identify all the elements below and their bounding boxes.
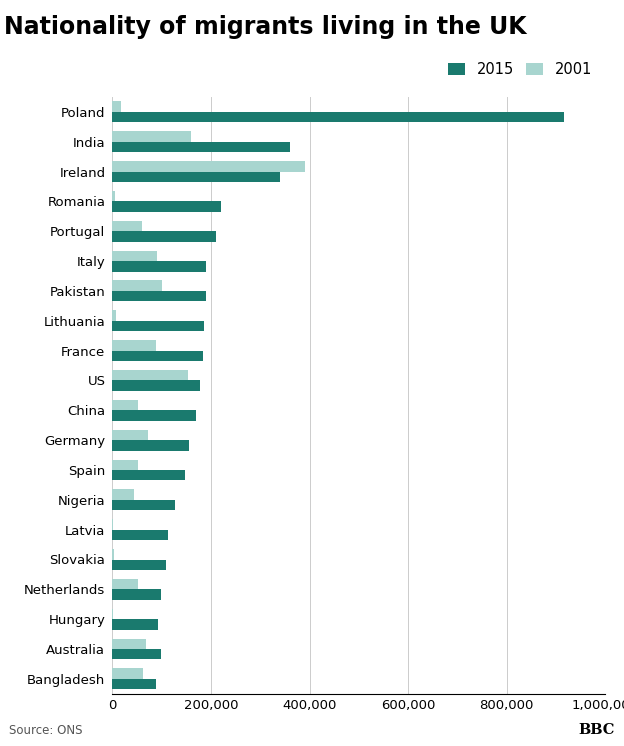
- Bar: [112, 649, 160, 659]
- Bar: [112, 679, 156, 689]
- Bar: [112, 530, 168, 540]
- Bar: [112, 172, 280, 182]
- Bar: [112, 101, 120, 112]
- Bar: [112, 380, 200, 391]
- Bar: [112, 191, 115, 201]
- Bar: [112, 131, 191, 142]
- Bar: [112, 500, 175, 510]
- Bar: [112, 340, 156, 351]
- Bar: [112, 579, 138, 589]
- Bar: [112, 619, 158, 630]
- Bar: [112, 639, 146, 649]
- Bar: [112, 321, 203, 331]
- Bar: [112, 221, 142, 231]
- Bar: [112, 410, 196, 421]
- Text: Nationality of migrants living in the UK: Nationality of migrants living in the UK: [4, 16, 527, 40]
- Bar: [112, 609, 114, 619]
- Bar: [112, 549, 114, 560]
- Bar: [112, 291, 206, 301]
- Bar: [112, 261, 206, 272]
- Bar: [112, 280, 162, 291]
- Bar: [112, 589, 160, 600]
- Bar: [112, 460, 138, 470]
- Bar: [112, 310, 116, 321]
- Bar: [112, 370, 188, 380]
- Bar: [112, 142, 290, 152]
- Bar: [112, 231, 216, 242]
- Bar: [112, 351, 203, 361]
- Legend: 2015, 2001: 2015, 2001: [442, 57, 598, 84]
- Bar: [112, 201, 221, 212]
- Bar: [112, 400, 138, 410]
- Bar: [112, 560, 165, 570]
- Bar: [112, 470, 185, 480]
- Bar: [112, 440, 188, 451]
- Text: Source: ONS: Source: ONS: [9, 724, 83, 737]
- Bar: [112, 161, 305, 172]
- Bar: [112, 519, 114, 530]
- Bar: [112, 251, 157, 261]
- Bar: [112, 430, 149, 440]
- Bar: [112, 112, 564, 122]
- Bar: [112, 668, 144, 679]
- Bar: [112, 489, 134, 500]
- Text: BBC: BBC: [578, 723, 615, 737]
